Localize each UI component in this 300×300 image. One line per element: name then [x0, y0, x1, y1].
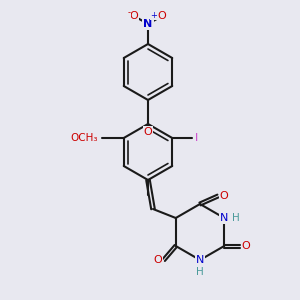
Text: O: O — [89, 133, 98, 143]
Text: O: O — [144, 127, 152, 137]
Text: +: + — [151, 11, 158, 20]
Text: O: O — [130, 11, 138, 21]
Text: I: I — [195, 133, 198, 143]
Text: N: N — [220, 213, 228, 223]
Text: H: H — [232, 213, 240, 223]
Text: N: N — [143, 19, 153, 29]
Text: -: - — [128, 8, 130, 17]
Text: O: O — [158, 11, 166, 21]
Text: N: N — [196, 255, 204, 265]
Text: O: O — [220, 191, 228, 201]
Text: OCH₃: OCH₃ — [70, 133, 98, 143]
Text: H: H — [196, 267, 204, 277]
Text: O: O — [242, 241, 250, 251]
Text: O: O — [153, 255, 162, 265]
